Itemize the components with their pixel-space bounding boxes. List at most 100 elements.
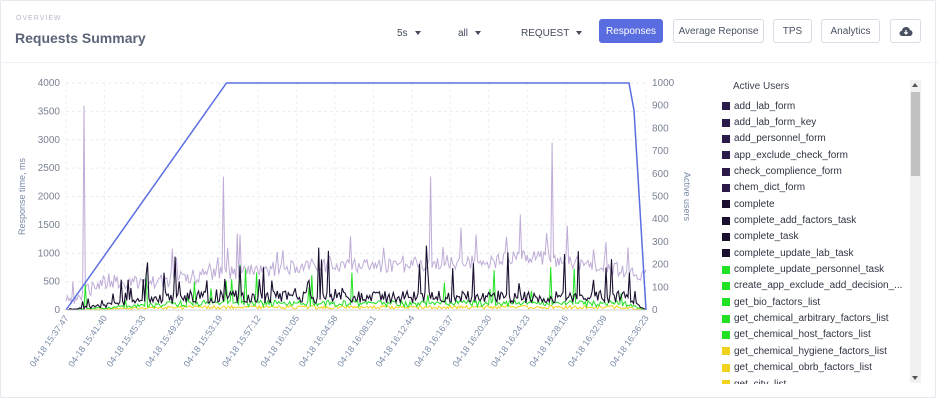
x-tick-label: 04-18 15:41:40: [66, 313, 109, 368]
series-line-response-band: [65, 105, 647, 304]
y2-tick-label: 200: [652, 260, 669, 271]
y-tick-label: 1500: [38, 220, 61, 231]
x-tick-label: 04-18 16:16:37: [412, 313, 455, 368]
legend-item[interactable]: app_exclude_check_form: [718, 147, 910, 163]
legend-label: get_chemical_host_factors_list: [734, 329, 871, 341]
y-tick-label: 2500: [38, 163, 61, 174]
legend-item[interactable]: check_complience_form: [718, 163, 910, 179]
legend-item[interactable]: complete: [718, 196, 910, 212]
legend-item[interactable]: get_chemical_arbitrary_factors_list: [718, 310, 910, 326]
legend-item[interactable]: complete_update_lab_task: [718, 245, 910, 261]
legend-label: get_city_list: [734, 379, 910, 384]
legend-label: check_complience_form: [734, 166, 842, 178]
y2-tick-label: 100: [652, 282, 669, 293]
y2-tick-label: 900: [652, 101, 669, 112]
series-line-dark: [65, 245, 647, 311]
legend-item[interactable]: create_app_exclude_add_decision_...: [718, 278, 910, 294]
x-tick-label: 04-18 16:36:23: [608, 313, 651, 368]
page-title: Requests Summary: [15, 30, 146, 46]
legend-label: complete_add_factors_task: [734, 215, 857, 227]
legend-label: chem_dict_form: [734, 182, 806, 194]
average-response-button[interactable]: Average Reponse: [673, 19, 764, 43]
filter-dropdown[interactable]: all: [458, 26, 482, 40]
legend-item[interactable]: get_city_list: [718, 376, 910, 384]
chevron-down-icon: [475, 31, 482, 35]
panel-header: OVERVIEW Requests Summary 5s all REQUEST…: [0, 0, 938, 60]
legend-swatch: [722, 118, 730, 127]
overview-label: OVERVIEW: [16, 15, 62, 22]
legend-label: add_lab_form: [734, 100, 796, 112]
cloud-download-icon: [899, 26, 912, 36]
tps-button[interactable]: TPS: [773, 19, 812, 43]
responses-button[interactable]: Responses: [599, 19, 663, 43]
download-button[interactable]: [890, 19, 921, 43]
legend-label: add_personnel_form: [734, 133, 826, 145]
series-line-yellow: [66, 304, 647, 311]
interval-dropdown[interactable]: 5s: [397, 26, 421, 40]
y2-tick-label: 400: [652, 214, 669, 225]
legend-item[interactable]: add_lab_form_key: [718, 114, 910, 130]
legend-label: get_chemical_obrb_factors_list: [734, 362, 872, 374]
legend-swatch: [722, 216, 730, 225]
scroll-up-icon[interactable]: [912, 83, 918, 87]
x-tick-label: 04-18 15:37:47: [28, 313, 71, 368]
x-tick-label: 04-18 15:49:26: [143, 313, 186, 368]
x-tick-label: 04-18 16:01:05: [258, 313, 301, 368]
series-line-green: [65, 264, 647, 311]
y2-tick-label: 500: [652, 192, 669, 203]
legend-swatch: [722, 249, 730, 258]
legend-item[interactable]: complete_update_personnel_task: [718, 261, 910, 277]
legend-item[interactable]: get_chemical_hygiene_factors_list: [718, 343, 910, 359]
analytics-button[interactable]: Analytics: [821, 19, 880, 43]
y2-tick-label: 300: [652, 237, 669, 248]
x-tick-label: 04-18 16:08:51: [335, 313, 378, 368]
legend-scrollbar[interactable]: [910, 80, 921, 383]
legend-label: add_lab_form_key: [734, 117, 817, 129]
metric-type-dropdown[interactable]: REQUEST: [521, 26, 583, 40]
legend-label: get_bio_factors_list: [734, 296, 821, 308]
x-tick-label: 04-18 16:20:30: [451, 313, 494, 368]
legend-title: Active Users: [733, 81, 790, 92]
legend-item[interactable]: chem_dict_form: [718, 180, 910, 196]
legend-label: get_chemical_arbitrary_factors_list: [734, 313, 889, 325]
legend-item[interactable]: get_bio_factors_list: [718, 294, 910, 310]
legend-item[interactable]: add_personnel_form: [718, 131, 910, 147]
filter-value: all: [458, 27, 469, 39]
legend-item[interactable]: get_chemical_obrb_factors_list: [718, 360, 910, 376]
legend-item[interactable]: get_chemical_host_factors_list: [718, 327, 910, 343]
legend-swatch: [722, 232, 730, 241]
y2-tick-label: 1000: [652, 78, 675, 89]
x-tick-label: 04-18 15:57:12: [220, 313, 263, 368]
legend-swatch: [722, 265, 730, 274]
y-tick-label: 3000: [38, 135, 61, 146]
legend-item[interactable]: add_lab_form: [718, 98, 910, 114]
metric-type-value: REQUEST: [521, 27, 570, 39]
y-tick-label: 2000: [38, 192, 61, 203]
scroll-down-icon[interactable]: [912, 376, 918, 380]
legend-label: complete: [734, 198, 775, 210]
chevron-down-icon: [576, 31, 583, 35]
y-tick-label: 3500: [38, 106, 61, 117]
y-tick-label: 1000: [38, 248, 61, 259]
header-divider: [0, 62, 938, 63]
legend-swatch: [722, 200, 730, 209]
legend-item[interactable]: complete_task: [718, 229, 910, 245]
legend-swatch: [722, 167, 730, 176]
y2-tick-label: 700: [652, 146, 669, 157]
legend-item[interactable]: complete_add_factors_task: [718, 212, 910, 228]
legend-label: complete_update_personnel_task: [734, 264, 885, 276]
legend-label: create_app_exclude_add_decision_...: [734, 280, 903, 292]
y2-tick-label: 800: [652, 123, 669, 134]
legend-swatch: [722, 183, 730, 192]
scroll-thumb[interactable]: [911, 92, 920, 176]
y-tick-label: 500: [43, 277, 60, 288]
legend-swatch: [722, 330, 730, 339]
legend-swatch: [722, 151, 730, 160]
legend-label: get_chemical_hygiene_factors_list: [734, 345, 887, 357]
legend-swatch: [722, 298, 730, 307]
interval-value: 5s: [397, 27, 408, 39]
x-tick-label: 04-18 15:53:19: [181, 313, 224, 368]
x-tick-label: 04-18 16:04:58: [297, 313, 340, 368]
legend-label: complete_update_lab_task: [734, 247, 854, 259]
